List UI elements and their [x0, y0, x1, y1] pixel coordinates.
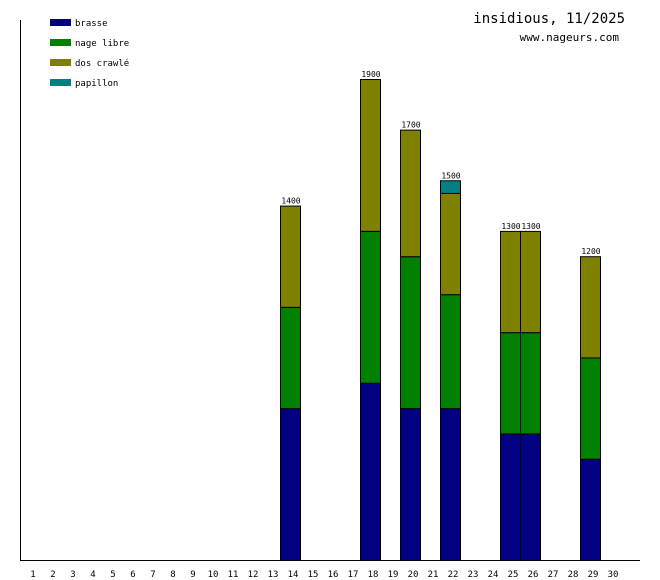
bars: 1400 1900 1700 1500 1300 1300 1200: [280, 70, 601, 562]
bar-segment-dos-crawlé-day-25: [500, 230, 521, 334]
bar-segment-papillon-day-22: [440, 180, 461, 194]
x-tick-label: 20: [408, 570, 419, 580]
x-tick-label: 16: [328, 570, 339, 580]
x-tick-label: 17: [348, 570, 359, 580]
x-tick-label: 22: [448, 570, 459, 580]
x-tick-label: 29: [588, 570, 599, 580]
bar-segment-brasse-day-25: [500, 433, 521, 561]
x-tick-label: 7: [150, 570, 155, 580]
bar-segment-brasse-day-29: [580, 458, 601, 562]
x-tick-label: 3: [70, 570, 75, 580]
legend-swatch-1: [50, 39, 71, 46]
bar-segment-nage-libre-day-26: [520, 332, 541, 435]
x-tick-label: 5: [110, 570, 115, 580]
x-tick-label: 18: [368, 570, 379, 580]
x-tick-label: 13: [268, 570, 279, 580]
chart-title: insidious, 11/2025: [473, 11, 625, 27]
x-tick-label: 8: [170, 570, 175, 580]
x-tick-label: 6: [130, 570, 135, 580]
bar-total-label: 1400: [281, 197, 300, 206]
x-tick-label: 10: [208, 570, 219, 580]
x-tick-label: 21: [428, 570, 439, 580]
bar-total-label: 1300: [521, 222, 540, 231]
bar-segment-brasse-day-14: [280, 408, 301, 561]
bar-total-label: 1900: [361, 70, 380, 79]
chart-subtitle: www.nageurs.com: [520, 31, 620, 44]
bar-segment-nage-libre-day-22: [440, 294, 461, 410]
bar-segment-brasse-day-18: [360, 382, 381, 561]
legend-label: papillon: [75, 79, 118, 89]
legend-swatch-2: [50, 59, 71, 66]
x-tick-label: 11: [228, 570, 239, 580]
x-tick-label: 14: [288, 570, 299, 580]
x-tick-label: 27: [548, 570, 559, 580]
bar-segment-nage-libre-day-29: [580, 357, 601, 460]
legend-label: dos crawlé: [75, 58, 129, 69]
x-tick-label: 28: [568, 570, 579, 580]
bar-segment-brasse-day-22: [440, 408, 461, 561]
x-tick-label: 2: [50, 570, 55, 580]
bar-total-label: 1700: [401, 121, 420, 130]
bar-segment-dos-crawlé-day-20: [400, 129, 421, 258]
bar-segment-dos-crawlé-day-22: [440, 192, 461, 296]
legend: brasse nage libre dos crawlé papillon: [50, 19, 129, 89]
x-tick-label: 4: [90, 570, 95, 580]
x-tick-label: 9: [190, 570, 195, 580]
x-tick-label: 1: [30, 570, 35, 580]
bar-segment-dos-crawlé-day-18: [360, 79, 381, 232]
x-tick-label: 23: [468, 570, 479, 580]
x-tick-label: 25: [508, 570, 519, 580]
bar-segment-dos-crawlé-day-29: [580, 256, 601, 359]
bar-segment-nage-libre-day-18: [360, 230, 381, 384]
legend-label: brasse: [75, 19, 108, 29]
legend-label: nage libre: [75, 39, 129, 49]
legend-swatch-3: [50, 79, 71, 86]
bar-segment-nage-libre-day-14: [280, 306, 301, 410]
x-tick-labels: 1 2 3 4 5 6 7 8 9 10 11 12 13 14 15 16 17 18 19 20 21 22 23 24 2…: [30, 570, 618, 580]
x-tick-label: 26: [528, 570, 539, 580]
bar-total-label: 1500: [441, 171, 460, 180]
bar-segment-brasse-day-26: [520, 433, 541, 561]
x-tick-label: 30: [608, 570, 619, 580]
bar-segment-nage-libre-day-25: [500, 332, 521, 435]
x-tick-label: 19: [388, 570, 399, 580]
legend-swatch-0: [50, 19, 71, 26]
bar-segment-brasse-day-20: [400, 408, 421, 561]
bar-segment-dos-crawlé-day-14: [280, 205, 301, 308]
bar-segment-nage-libre-day-20: [400, 256, 421, 410]
bar-total-label: 1200: [581, 247, 600, 256]
bar-segment-dos-crawlé-day-26: [520, 230, 541, 334]
x-tick-label: 24: [488, 570, 499, 580]
x-tick-label: 15: [308, 570, 319, 580]
x-tick-label: 12: [248, 570, 259, 580]
bar-total-label: 1300: [501, 222, 520, 231]
